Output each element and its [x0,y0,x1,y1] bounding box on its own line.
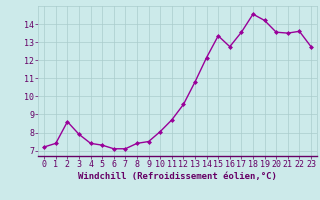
X-axis label: Windchill (Refroidissement éolien,°C): Windchill (Refroidissement éolien,°C) [78,172,277,181]
